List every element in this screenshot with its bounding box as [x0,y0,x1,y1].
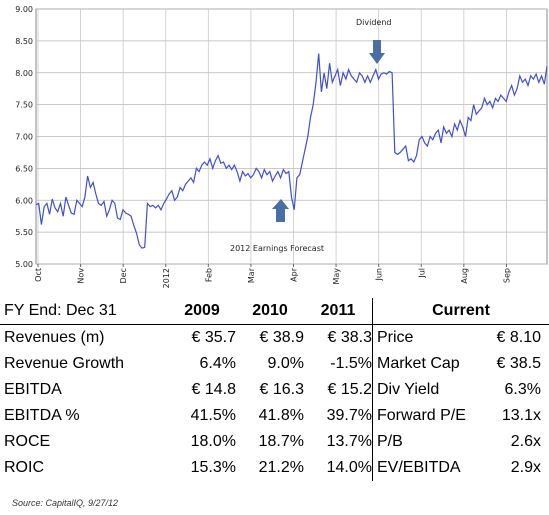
value-2011: € 15.2 [327,381,372,398]
x-tick-label: 2012 [162,268,171,288]
value-2011: € 38.3 [327,329,372,346]
y-tick-label: 7.00 [15,133,33,142]
earnings-annotation: 2012 Earnings Forecast [230,244,324,253]
year-2010-header: 2010 [236,298,304,325]
row-label: EBITDA [4,381,62,398]
value-2010: 18.7% [258,433,304,450]
value-2010: 9.0% [267,355,304,372]
table-row: ROIC 15.3% 21.2% 14.0% EV/EBITDA 2.9x [0,455,549,481]
table-row: Revenues (m) € 35.7 € 38.9 € 38.3 Price € 8.1… [0,324,549,351]
metric-label: Div Yield [372,377,481,403]
value-2011: -1.5% [330,355,372,372]
y-tick-label: 9.00 [15,5,33,14]
x-tick-label: Nov [77,268,86,284]
x-tick-label: Aug [460,268,469,284]
year-2011-header: 2011 [304,298,373,325]
row-label: Revenues (m) [4,329,105,346]
value-2011: 14.0% [326,459,372,476]
metric-label: EV/EBITDA [372,455,481,481]
y-axis: 5.00 5.50 6.00 6.50 7.00 7.50 8.00 8.50 9.00 [15,5,33,269]
table-row: EBITDA % 41.5% 41.8% 39.7% Forward P/E 13.1x [0,403,549,429]
price-line [35,53,548,249]
value-2009: € 35.7 [191,329,236,346]
metric-label: Price [372,324,481,351]
table-row: EBITDA € 14.8 € 16.3 € 15.2 Div Yield 6.3% [0,377,549,403]
value-2009: 15.3% [190,459,236,476]
y-tick-label: 6.00 [15,196,33,205]
metric-value: 2.9x [510,459,541,476]
value-2010: € 38.9 [259,329,304,346]
x-axis: Oct Nov Dec 2012 Feb Mar Apr May Jun Jul Aug Sep [34,264,511,288]
metric-label: Forward P/E [372,403,481,429]
metric-value: 2.6x [510,433,541,450]
x-tick-label: Apr [290,267,299,282]
earnings-arrow-icon [272,199,289,222]
x-tick-label: Jul [417,268,426,279]
dividend-arrow-icon [369,40,385,64]
y-tick-label: 6.50 [15,164,33,173]
source-note: Source: CapitalIQ, 9/27/12 [12,498,119,508]
metric-value: € 38.5 [496,355,541,372]
row-label: ROCE [4,433,51,450]
value-2009: € 14.8 [191,381,236,398]
metric-label: Market Cap [372,351,481,377]
y-tick-label: 8.50 [15,37,33,46]
value-2010: € 16.3 [259,381,304,398]
table-row: Revenue Growth 6.4% 9.0% -1.5% Market Cap € 3… [0,351,549,377]
value-2009: 18.0% [190,433,236,450]
annotations: Dividend 2012 Earnings Forecast [230,18,392,253]
value-2011: 13.7% [326,433,372,450]
x-tick-label: Sep [502,268,511,283]
price-chart: 5.00 5.50 6.00 6.50 7.00 7.50 8.00 8.50 9.00 Oct… [15,5,548,288]
year-2009-header: 2009 [168,298,236,325]
metric-value: 13.1x [501,407,541,424]
x-tick-label: Oct [34,268,43,282]
y-tick-label: 5.50 [15,228,33,237]
row-label: ROIC [4,459,44,476]
y-tick-label: 8.00 [15,69,33,78]
x-tick-label: Feb [204,268,213,282]
value-2009: 6.4% [199,355,236,372]
row-label: Revenue Growth [4,355,125,372]
x-tick-label: Mar [247,267,256,283]
table-header-row: FY End: Dec 31 2009 2010 2011 Current [0,298,549,325]
chart-grid [35,8,548,265]
y-tick-label: 7.50 [15,101,33,110]
y-tick-label: 5.00 [15,260,33,269]
row-label: EBITDA % [4,407,80,424]
current-header: Current [372,298,549,325]
fy-end-label: FY End: Dec 31 [0,298,168,325]
value-2010: 21.2% [258,459,304,476]
financials-table: FY End: Dec 31 2009 2010 2011 Current Re… [0,298,549,481]
table-row: ROCE 18.0% 18.7% 13.7% P/B 2.6x [0,429,549,455]
x-tick-label: Dec [119,268,128,283]
table-body: Revenues (m) € 35.7 € 38.9 € 38.3 Price € 8.1… [0,324,549,481]
metric-value: 6.3% [504,381,541,398]
x-tick-label: May [332,268,341,285]
value-2009: 41.5% [190,407,236,424]
value-2011: 39.7% [326,407,372,424]
dividend-annotation: Dividend [356,18,392,27]
metric-value: € 8.10 [496,329,541,346]
x-tick-label: Jun [375,268,384,282]
value-2010: 41.8% [258,407,304,424]
metric-label: P/B [372,429,481,455]
